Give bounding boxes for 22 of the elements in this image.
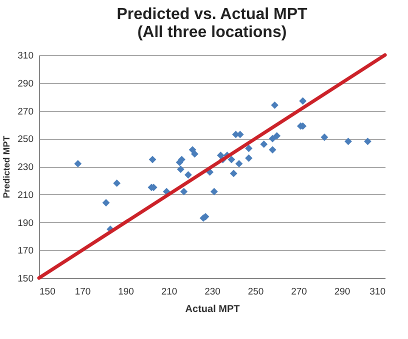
y-tick-label: 310 bbox=[18, 50, 34, 62]
x-tick-label: 250 bbox=[248, 286, 264, 298]
y-tick-label: 170 bbox=[18, 246, 34, 257]
y-tick-label: 270 bbox=[18, 106, 34, 118]
chart-subtitle: (All three locations) bbox=[137, 24, 287, 41]
y-tick-label: 250 bbox=[18, 134, 34, 146]
y-tick-label: 230 bbox=[18, 162, 34, 173]
x-tick-label: 310 bbox=[370, 286, 386, 298]
x-axis-title: Actual MPT bbox=[185, 304, 240, 315]
x-tick-label: 150 bbox=[40, 286, 56, 298]
x-tick-label: 230 bbox=[204, 286, 220, 298]
y-tick-label: 210 bbox=[18, 190, 34, 201]
y-tick-label: 290 bbox=[18, 78, 34, 90]
chart-title: Predicted vs. Actual MPT bbox=[116, 6, 308, 23]
x-tick-label: 170 bbox=[74, 286, 91, 298]
x-tick-label: 190 bbox=[118, 286, 134, 298]
x-tick-label: 270 bbox=[291, 286, 307, 298]
y-tick-label: 150 bbox=[18, 274, 34, 284]
x-tick-label: 210 bbox=[161, 286, 178, 298]
x-tick-label: 290 bbox=[334, 286, 350, 298]
y-axis-title: Predicted MPT bbox=[2, 135, 12, 198]
y-tick-label: 190 bbox=[18, 218, 34, 229]
